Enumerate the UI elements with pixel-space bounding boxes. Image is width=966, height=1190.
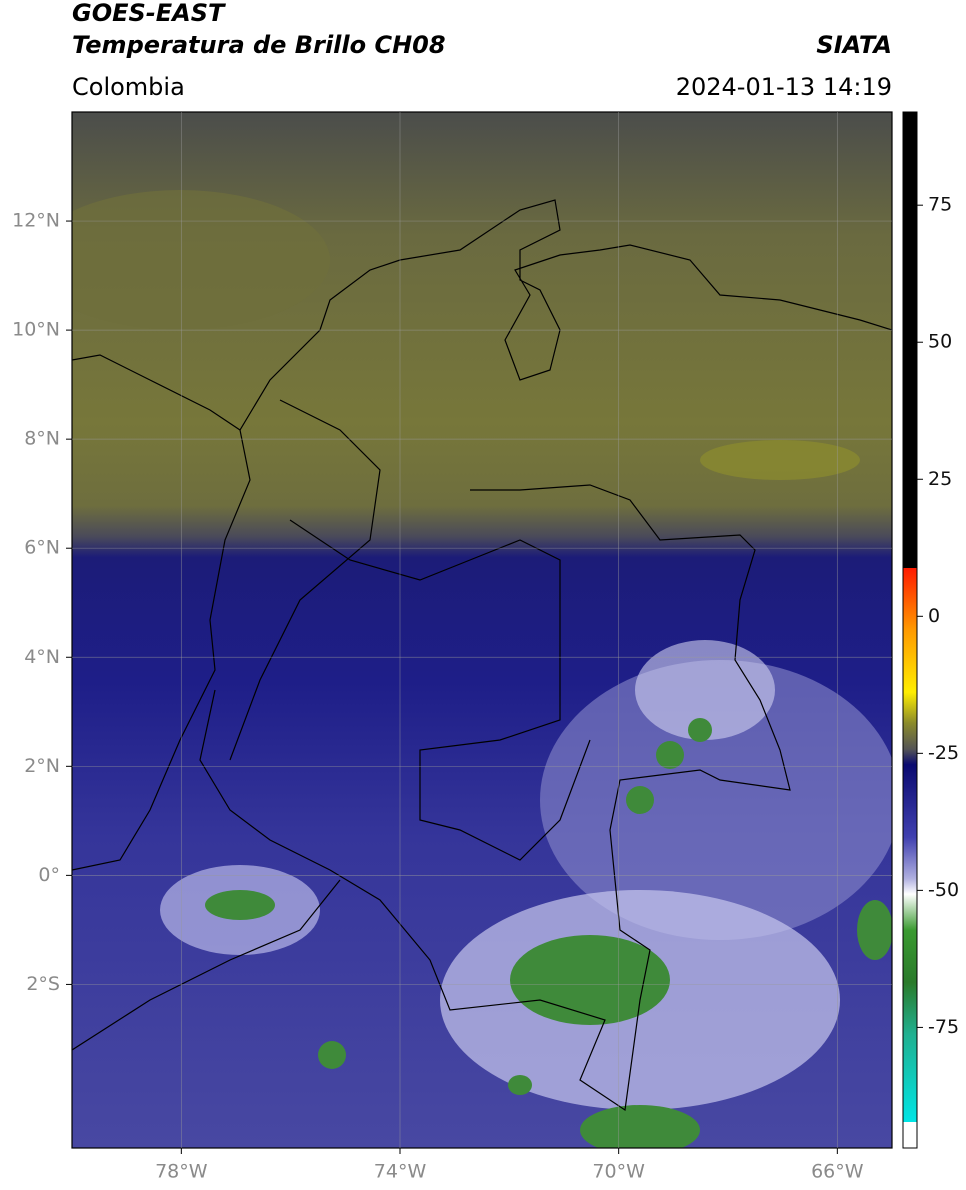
y-tick-label: 6°N	[24, 537, 60, 559]
y-tick-label: 12°N	[12, 210, 60, 232]
datetime: 2024-01-13 14:19	[676, 73, 892, 101]
x-tick-label: 70°W	[592, 1161, 645, 1183]
x-tick-label: 78°W	[155, 1161, 208, 1183]
y-tick-label: 0°	[38, 864, 60, 886]
colorbar-tick-label: 75	[928, 194, 952, 216]
y-tick-label: 8°N	[24, 428, 60, 450]
source: SIATA	[816, 31, 892, 59]
colorbar-tick-label: -50	[928, 879, 959, 901]
y-tick-label: 2°S	[26, 973, 60, 995]
region: Colombia	[72, 73, 185, 101]
colorbar-tick-label: 50	[928, 331, 952, 353]
title: GOES-EAST	[72, 0, 226, 27]
colorbar-tick-label: -25	[928, 742, 959, 764]
colorbar-tick-label: 25	[928, 468, 952, 490]
x-tick-label: 66°W	[811, 1161, 864, 1183]
y-tick-label: 10°N	[12, 319, 60, 341]
colorbar	[902, 111, 918, 1149]
y-tick-label: 2°N	[24, 755, 60, 777]
subtitle: Temperatura de Brillo CH08	[72, 31, 446, 59]
x-tick-label: 74°W	[374, 1161, 427, 1183]
map-frame	[71, 111, 893, 1149]
colorbar-tick-label: 0	[928, 605, 940, 627]
colorbar-tick-label: -75	[928, 1016, 959, 1038]
y-tick-label: 4°N	[24, 646, 60, 668]
satellite-image	[72, 112, 892, 1148]
